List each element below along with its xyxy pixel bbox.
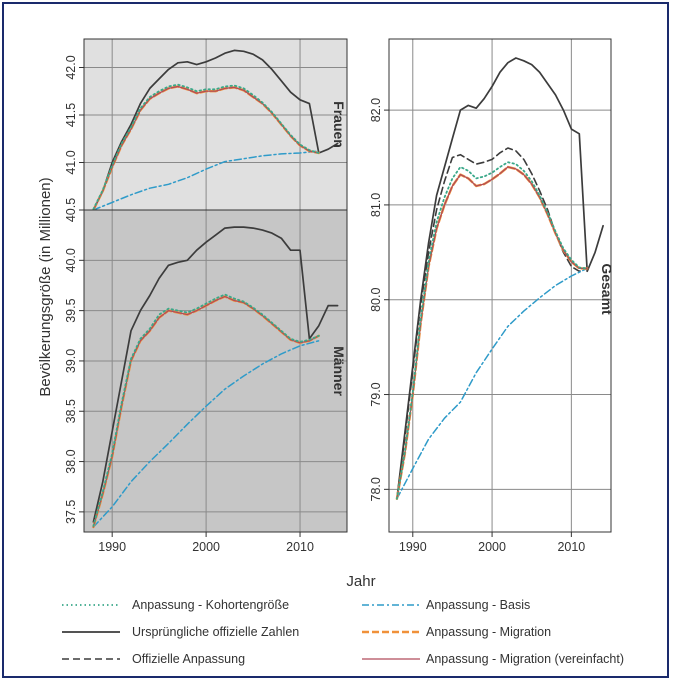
series-line-kohorte <box>92 293 320 527</box>
legend-item-migration: Anpassung - Migration <box>362 625 551 639</box>
y-tick-label: 40.0 <box>64 248 78 272</box>
y-tick-label: 41.5 <box>64 103 78 127</box>
legend-item-original: Ursprüngliche offizielle Zahlen <box>62 625 299 639</box>
panel-border <box>388 38 612 533</box>
strip-label-gesamt: Gesamt <box>599 263 615 315</box>
x-tick-label: 1990 <box>98 540 126 554</box>
series-line-basis <box>92 150 320 210</box>
y-tick-label: 81.0 <box>369 193 383 217</box>
series-line-migration_simple <box>92 85 320 210</box>
y-tick-label: 42.0 <box>64 55 78 79</box>
legend-label: Offizielle Anpassung <box>132 652 245 666</box>
y-axis-label: Bevölkerungsgröße (in Millionen) <box>37 177 54 396</box>
y-tick-label: 41.0 <box>64 150 78 174</box>
legend-label: Anpassung - Basis <box>426 598 530 612</box>
y-tick-label: 82.0 <box>369 98 383 122</box>
legend-item-basis: Anpassung - Basis <box>362 598 530 612</box>
population-chart: 40.5 41.0 41.5 42.0 Frauen 37.5 38.0 38.5 39.0 39… <box>37 38 624 666</box>
x-axis-label: Jahr <box>346 573 375 590</box>
x-tick-label: 1990 <box>399 540 427 554</box>
y-tick-label: 80.0 <box>369 288 383 312</box>
legend-item-official_adj: Offizielle Anpassung <box>62 652 245 666</box>
legend-label: Anpassung - Kohortengröße <box>132 598 289 612</box>
y-tick-label: 78.0 <box>369 477 383 501</box>
series-line-kohorte <box>92 83 320 210</box>
series-line-original <box>92 226 339 523</box>
panel-background <box>84 39 347 210</box>
series-line-original <box>396 57 604 500</box>
panel-border <box>83 209 348 533</box>
legend-label: Anpassung - Migration (vereinfacht) <box>426 652 624 666</box>
legend-item-kohorte: Anpassung - Kohortengröße <box>62 598 289 612</box>
y-tick-label: 38.5 <box>64 399 78 423</box>
y-tick-label: 40.5 <box>64 198 78 222</box>
x-tick-label: 2010 <box>286 540 314 554</box>
figure-frame: 40.5 41.0 41.5 42.0 Frauen 37.5 38.0 38.5 39.0 39… <box>2 2 669 678</box>
x-tick-label: 2000 <box>478 540 506 554</box>
series-group <box>92 49 339 210</box>
panel-frauen: 40.5 41.0 41.5 42.0 Frauen <box>64 38 348 222</box>
y-tick-label: 38.0 <box>64 449 78 473</box>
series-line-basis <box>396 267 588 500</box>
legend-item-migration_simple: Anpassung - Migration (vereinfacht) <box>362 652 624 666</box>
strip-label-frauen: Frauen <box>331 101 347 148</box>
series-line-basis <box>92 340 320 528</box>
panels-layer: 40.5 41.0 41.5 42.0 Frauen 37.5 38.0 38.5 39.0 39… <box>64 38 615 554</box>
y-tick-label: 79.0 <box>369 382 383 406</box>
legend: Anpassung - Kohortengröße Anpassung - Bas… <box>62 598 624 666</box>
y-tick-label: 39.0 <box>64 349 78 373</box>
series-group <box>395 57 604 500</box>
x-tick-label: 2000 <box>192 540 220 554</box>
panel-gesamt: 78.0 79.0 80.0 81.0 82.0 1990 2000 2010 Gesamt <box>369 38 615 554</box>
y-tick-label: 39.5 <box>64 298 78 322</box>
series-line-original <box>92 49 339 210</box>
x-tick-label: 2010 <box>557 540 585 554</box>
panel-maenner: 37.5 38.0 38.5 39.0 39.5 40.0 1990 2000 2010 Männ… <box>64 209 348 554</box>
legend-label: Ursprüngliche offizielle Zahlen <box>132 625 299 639</box>
series-group <box>92 226 339 529</box>
y-tick-label: 37.5 <box>64 500 78 524</box>
strip-label-maenner: Männer <box>331 346 347 396</box>
series-line-kohorte <box>395 161 589 500</box>
legend-label: Anpassung - Migration <box>426 625 551 639</box>
